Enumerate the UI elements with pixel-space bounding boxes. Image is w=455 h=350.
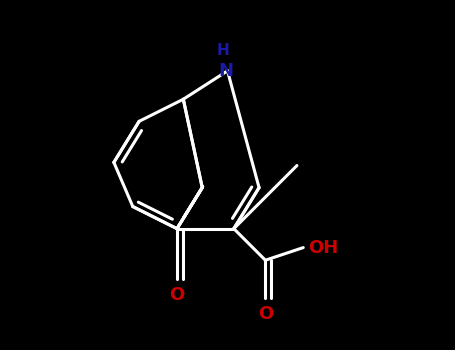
Text: O: O [169,286,185,304]
Text: H: H [217,43,229,58]
Text: OH: OH [308,239,338,257]
Text: N: N [218,62,233,80]
Text: O: O [258,305,273,323]
